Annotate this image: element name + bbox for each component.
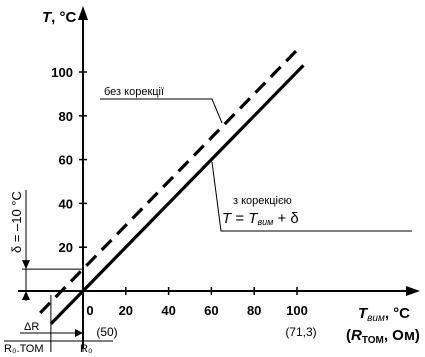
x-axis-title: Tвим, °C [358, 305, 410, 324]
y-tick-label: 20 [59, 240, 73, 255]
y-axis-arrow [78, 6, 88, 20]
r0-label: R₀ [80, 343, 93, 355]
r0-tom-label: R₀.ТОМ [4, 343, 44, 355]
y-tick-label: 60 [59, 153, 73, 168]
x-tick-label: 0 [86, 303, 93, 318]
label-with-correction: з корекцією [233, 195, 292, 207]
ticks: 20 40 60 80 100 0 20 40 60 80 100 (50) (71,3) [51, 65, 316, 339]
x-tick-label: 100 [286, 303, 308, 318]
delta-r-label: ΔR [24, 321, 39, 333]
delta-label: δ = –10 °C [9, 191, 24, 253]
x-axis-arrow [406, 286, 420, 296]
annotations [4, 98, 412, 352]
y-tick-label: 100 [51, 65, 73, 80]
delta-arrow-bottom [22, 291, 30, 300]
x-alt-tick-label: (50) [96, 325, 117, 339]
label-no-correction: без корекції [104, 86, 164, 98]
series-line-no-correction [39, 48, 299, 315]
leader-with-correction [211, 161, 412, 232]
y-tick-label: 40 [59, 196, 73, 211]
delta-r-arrow [75, 329, 83, 337]
x-axis-alt-title: (RТОМ, Ом) [346, 327, 420, 346]
y-tick-label: 80 [59, 109, 73, 124]
x-alt-tick-label: (71,3) [285, 325, 316, 339]
series [39, 48, 305, 325]
x-tick-label: 40 [161, 303, 175, 318]
series-line-with-correction [49, 64, 305, 325]
x-tick-label: 80 [247, 303, 261, 318]
y-axis-title: T, °C [42, 9, 77, 26]
x-tick-label: 20 [119, 303, 133, 318]
x-tick-label: 60 [204, 303, 218, 318]
leader-no-correction [100, 98, 223, 124]
formula: T = Tвим + δ [222, 210, 299, 227]
delta-arrow-top [22, 260, 30, 270]
